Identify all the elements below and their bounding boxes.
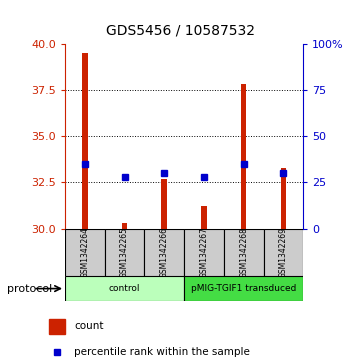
Bar bbox=[49, 319, 65, 334]
Bar bbox=[184, 229, 224, 276]
Bar bbox=[201, 207, 207, 229]
Text: GSM1342265: GSM1342265 bbox=[120, 227, 129, 278]
Bar bbox=[82, 53, 88, 229]
Bar bbox=[224, 229, 264, 276]
Bar bbox=[122, 223, 127, 229]
Bar bbox=[280, 168, 286, 229]
Bar bbox=[161, 179, 167, 229]
Text: GSM1342264: GSM1342264 bbox=[81, 227, 89, 278]
Text: GSM1342268: GSM1342268 bbox=[239, 227, 248, 278]
Text: pMIG-TGIF1 transduced: pMIG-TGIF1 transduced bbox=[191, 284, 296, 293]
Bar bbox=[105, 229, 144, 276]
Text: GDS5456 / 10587532: GDS5456 / 10587532 bbox=[106, 24, 255, 38]
Bar bbox=[264, 229, 303, 276]
Bar bbox=[184, 276, 303, 301]
Bar bbox=[65, 229, 105, 276]
Text: GSM1342267: GSM1342267 bbox=[200, 227, 208, 278]
Bar bbox=[65, 276, 184, 301]
Bar bbox=[241, 84, 247, 229]
Text: count: count bbox=[74, 321, 104, 331]
Text: percentile rank within the sample: percentile rank within the sample bbox=[74, 347, 250, 357]
Text: GSM1342266: GSM1342266 bbox=[160, 227, 169, 278]
Bar bbox=[144, 229, 184, 276]
Text: protocol: protocol bbox=[7, 284, 52, 294]
Text: GSM1342269: GSM1342269 bbox=[279, 227, 288, 278]
Text: control: control bbox=[109, 284, 140, 293]
